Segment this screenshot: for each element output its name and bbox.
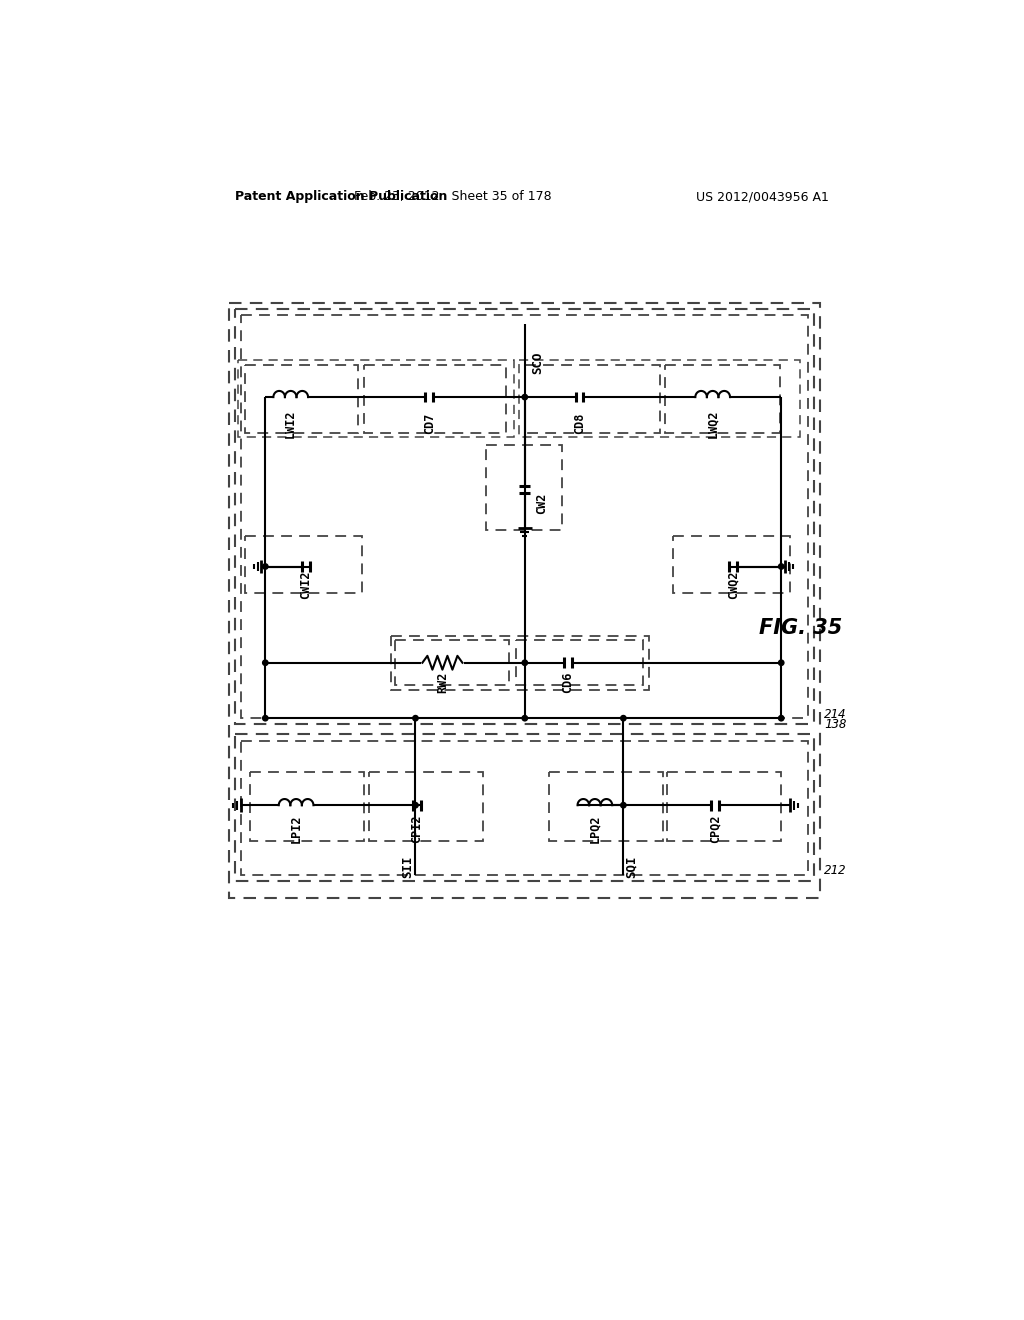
Text: LWQ2: LWQ2 xyxy=(707,409,719,437)
Text: CPQ2: CPQ2 xyxy=(709,814,722,842)
Circle shape xyxy=(522,660,527,665)
Bar xyxy=(242,741,808,874)
Text: CWQ2: CWQ2 xyxy=(726,570,739,599)
Circle shape xyxy=(621,715,626,721)
Text: SQI: SQI xyxy=(625,855,638,878)
Circle shape xyxy=(262,564,268,569)
Bar xyxy=(391,636,649,689)
Bar xyxy=(673,536,790,593)
Bar xyxy=(549,772,663,841)
Text: CW2: CW2 xyxy=(536,492,548,513)
Text: LPI2: LPI2 xyxy=(290,814,303,842)
Text: CD6: CD6 xyxy=(561,672,574,693)
Bar xyxy=(229,304,820,898)
Bar xyxy=(239,360,514,437)
Bar xyxy=(665,364,780,433)
Text: CWI2: CWI2 xyxy=(300,570,312,599)
Circle shape xyxy=(778,564,784,569)
Bar xyxy=(370,772,483,841)
Text: US 2012/0043956 A1: US 2012/0043956 A1 xyxy=(695,190,828,203)
Bar xyxy=(668,772,781,841)
Text: 138: 138 xyxy=(824,718,847,730)
Text: CPI2: CPI2 xyxy=(411,814,424,842)
Text: 212: 212 xyxy=(824,863,847,876)
Bar xyxy=(242,315,808,718)
Circle shape xyxy=(778,660,784,665)
Circle shape xyxy=(621,803,626,808)
Text: RW2: RW2 xyxy=(436,672,449,693)
Text: CD8: CD8 xyxy=(573,413,586,434)
Text: Patent Application Publication: Patent Application Publication xyxy=(234,190,446,203)
Text: SII: SII xyxy=(401,855,414,878)
Bar xyxy=(250,772,364,841)
Circle shape xyxy=(522,715,527,721)
Bar xyxy=(515,640,643,685)
Bar xyxy=(245,364,358,433)
Text: LWI2: LWI2 xyxy=(285,409,297,437)
Bar xyxy=(519,360,801,437)
Circle shape xyxy=(778,715,784,721)
Text: LPQ2: LPQ2 xyxy=(589,814,601,842)
Bar xyxy=(486,445,562,529)
Circle shape xyxy=(413,803,418,808)
Bar xyxy=(395,640,509,685)
Text: CD7: CD7 xyxy=(423,413,436,434)
Text: Feb. 23, 2012   Sheet 35 of 178: Feb. 23, 2012 Sheet 35 of 178 xyxy=(353,190,551,203)
Circle shape xyxy=(522,395,527,400)
Circle shape xyxy=(262,660,268,665)
Bar xyxy=(364,364,506,433)
Bar xyxy=(236,734,814,880)
Text: FIG. 35: FIG. 35 xyxy=(759,618,842,638)
Text: 214: 214 xyxy=(824,708,847,721)
Circle shape xyxy=(262,715,268,721)
Circle shape xyxy=(413,715,418,721)
Text: SCO: SCO xyxy=(531,351,544,374)
Bar xyxy=(245,536,361,593)
Bar xyxy=(236,309,814,725)
Bar xyxy=(524,364,659,433)
